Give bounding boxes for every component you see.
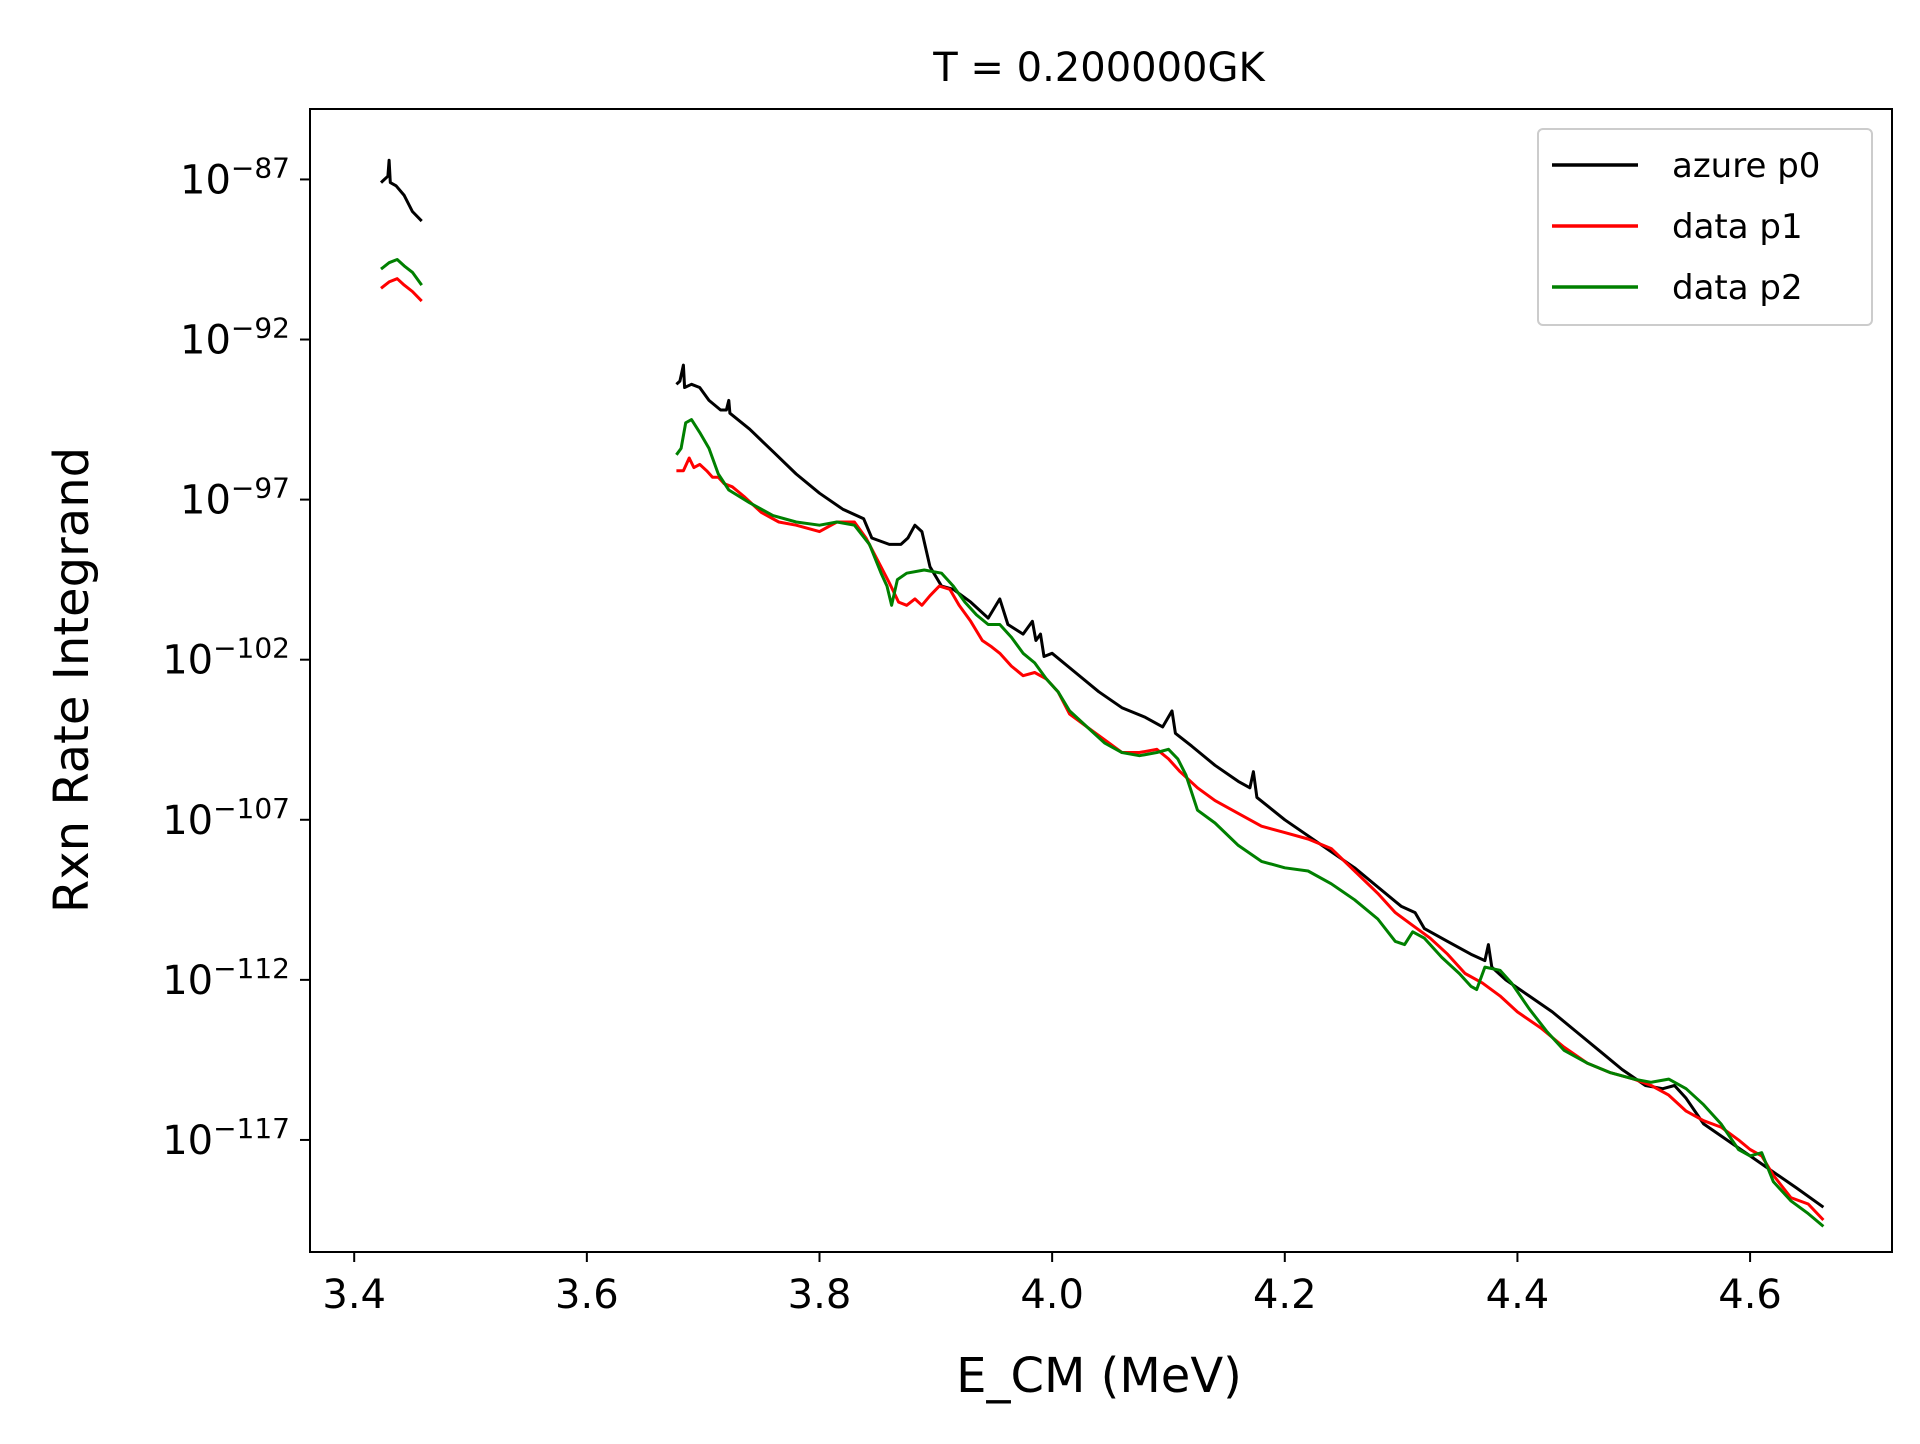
x-axis-label: E_CM (MeV) bbox=[956, 1348, 1242, 1404]
chart-title: T = 0.200000GK bbox=[932, 45, 1266, 91]
series-line-0-segment-0 bbox=[379, 158, 423, 223]
x-tick-label: 3.4 bbox=[322, 1272, 386, 1318]
y-tick-label: 10−87 bbox=[180, 151, 290, 204]
legend-label: data p2 bbox=[1672, 268, 1803, 308]
x-tick-label: 4.6 bbox=[1718, 1272, 1782, 1318]
legend: azure p0 data p1 data p2 bbox=[1537, 128, 1873, 326]
x-tick-label: 4.4 bbox=[1486, 1272, 1550, 1318]
series-line-2-segment-1 bbox=[675, 418, 1825, 1228]
y-tick-label: 10−102 bbox=[162, 631, 290, 684]
y-axis-label: Rxn Rate Integrand bbox=[44, 447, 100, 913]
x-tick-label: 4.0 bbox=[1020, 1272, 1084, 1318]
y-axis-ticks: 10−87 10−92 10−97 10−102 10−107 10−112 10−117 bbox=[162, 151, 310, 1164]
legend-label: azure p0 bbox=[1672, 146, 1820, 186]
y-tick-label: 10−107 bbox=[162, 791, 290, 844]
series-line-1-segment-1 bbox=[676, 456, 1825, 1222]
series-line-1-segment-0 bbox=[380, 277, 423, 303]
x-axis-ticks: 3.4 3.6 3.8 4.0 4.2 4.4 4.6 bbox=[322, 1252, 1782, 1318]
series-line-0-segment-1 bbox=[675, 363, 1825, 1209]
y-tick-label: 10−117 bbox=[162, 1111, 290, 1164]
series-line-2-segment-0 bbox=[380, 258, 423, 286]
legend-box bbox=[1537, 128, 1873, 326]
y-tick-label: 10−97 bbox=[180, 471, 290, 524]
plot-frame bbox=[309, 108, 1893, 1253]
y-tick-label: 10−92 bbox=[180, 311, 290, 364]
y-tick-label: 10−112 bbox=[162, 951, 290, 1004]
x-tick-label: 4.2 bbox=[1253, 1272, 1317, 1318]
x-tick-label: 3.8 bbox=[788, 1272, 852, 1318]
x-tick-label: 3.6 bbox=[555, 1272, 619, 1318]
plot-lines bbox=[379, 158, 1825, 1228]
legend-label: data p1 bbox=[1672, 207, 1803, 247]
